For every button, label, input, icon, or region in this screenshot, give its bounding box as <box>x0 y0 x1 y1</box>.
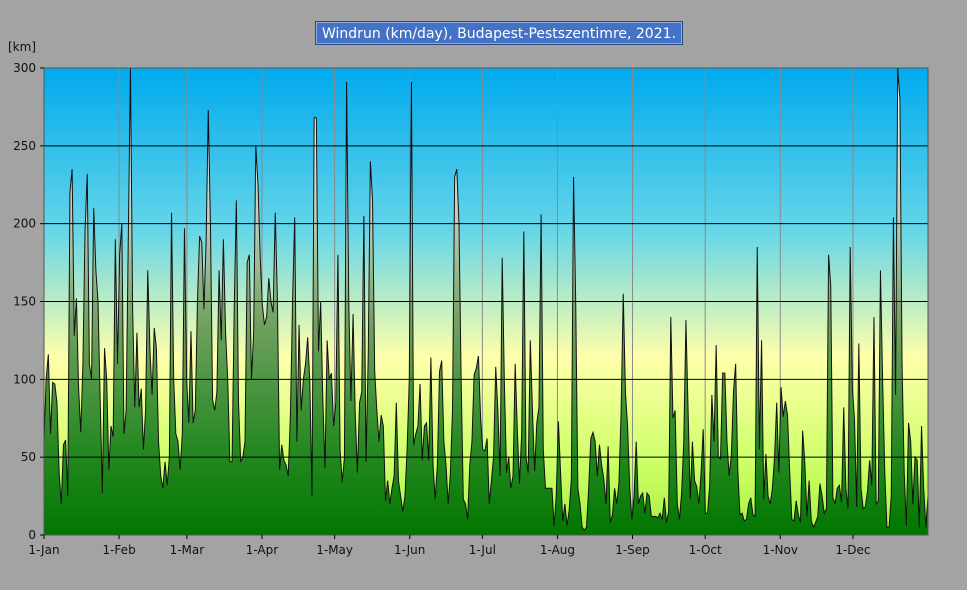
y-tick-label: 300 <box>13 61 36 75</box>
x-tick-label: 1-Aug <box>540 543 575 557</box>
x-tick-label: 1-Apr <box>246 543 279 557</box>
x-tick-label: 1-Nov <box>763 543 798 557</box>
series-area <box>44 68 928 535</box>
x-tick-label: 1-Sep <box>615 543 650 557</box>
y-tick-label: 50 <box>21 450 36 464</box>
x-tick-label: 1-Dec <box>835 543 870 557</box>
x-tick-label: 1-May <box>316 543 353 557</box>
y-axis: 0 50 100 150 200 250 300 <box>13 61 44 542</box>
x-tick-label: 1-Jul <box>469 543 496 557</box>
y-tick-label: 150 <box>13 295 36 309</box>
x-tick-label: 1-Feb <box>102 543 135 557</box>
y-tick-label: 0 <box>28 528 36 542</box>
x-axis: 1-Jan 1-Feb 1-Mar 1-Apr 1-May 1-Jun 1-Jul 1-Aug… <box>28 535 871 557</box>
y-axis-unit-label: [km] <box>8 40 37 54</box>
horizontal-gridlines <box>44 145 928 458</box>
chart-title: Windrun (km/day), Budapest-Pestszentimre… <box>315 21 683 45</box>
series-line <box>44 68 928 532</box>
y-tick-label: 250 <box>13 139 36 153</box>
y-tick-label: 200 <box>13 217 36 231</box>
x-tick-label: 1-Jun <box>394 543 425 557</box>
y-tick-label: 100 <box>13 372 36 386</box>
x-tick-label: 1-Oct <box>689 543 722 557</box>
x-tick-label: 1-Mar <box>170 543 205 557</box>
x-tick-label: 1-Jan <box>28 543 59 557</box>
